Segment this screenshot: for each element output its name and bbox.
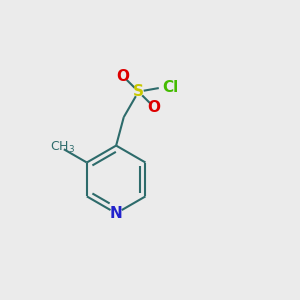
Text: O: O <box>116 68 129 83</box>
Text: S: S <box>133 84 144 99</box>
Text: N: N <box>110 206 122 221</box>
Text: Cl: Cl <box>163 80 179 95</box>
Text: O: O <box>148 100 160 115</box>
Text: CH$_3$: CH$_3$ <box>50 140 75 155</box>
